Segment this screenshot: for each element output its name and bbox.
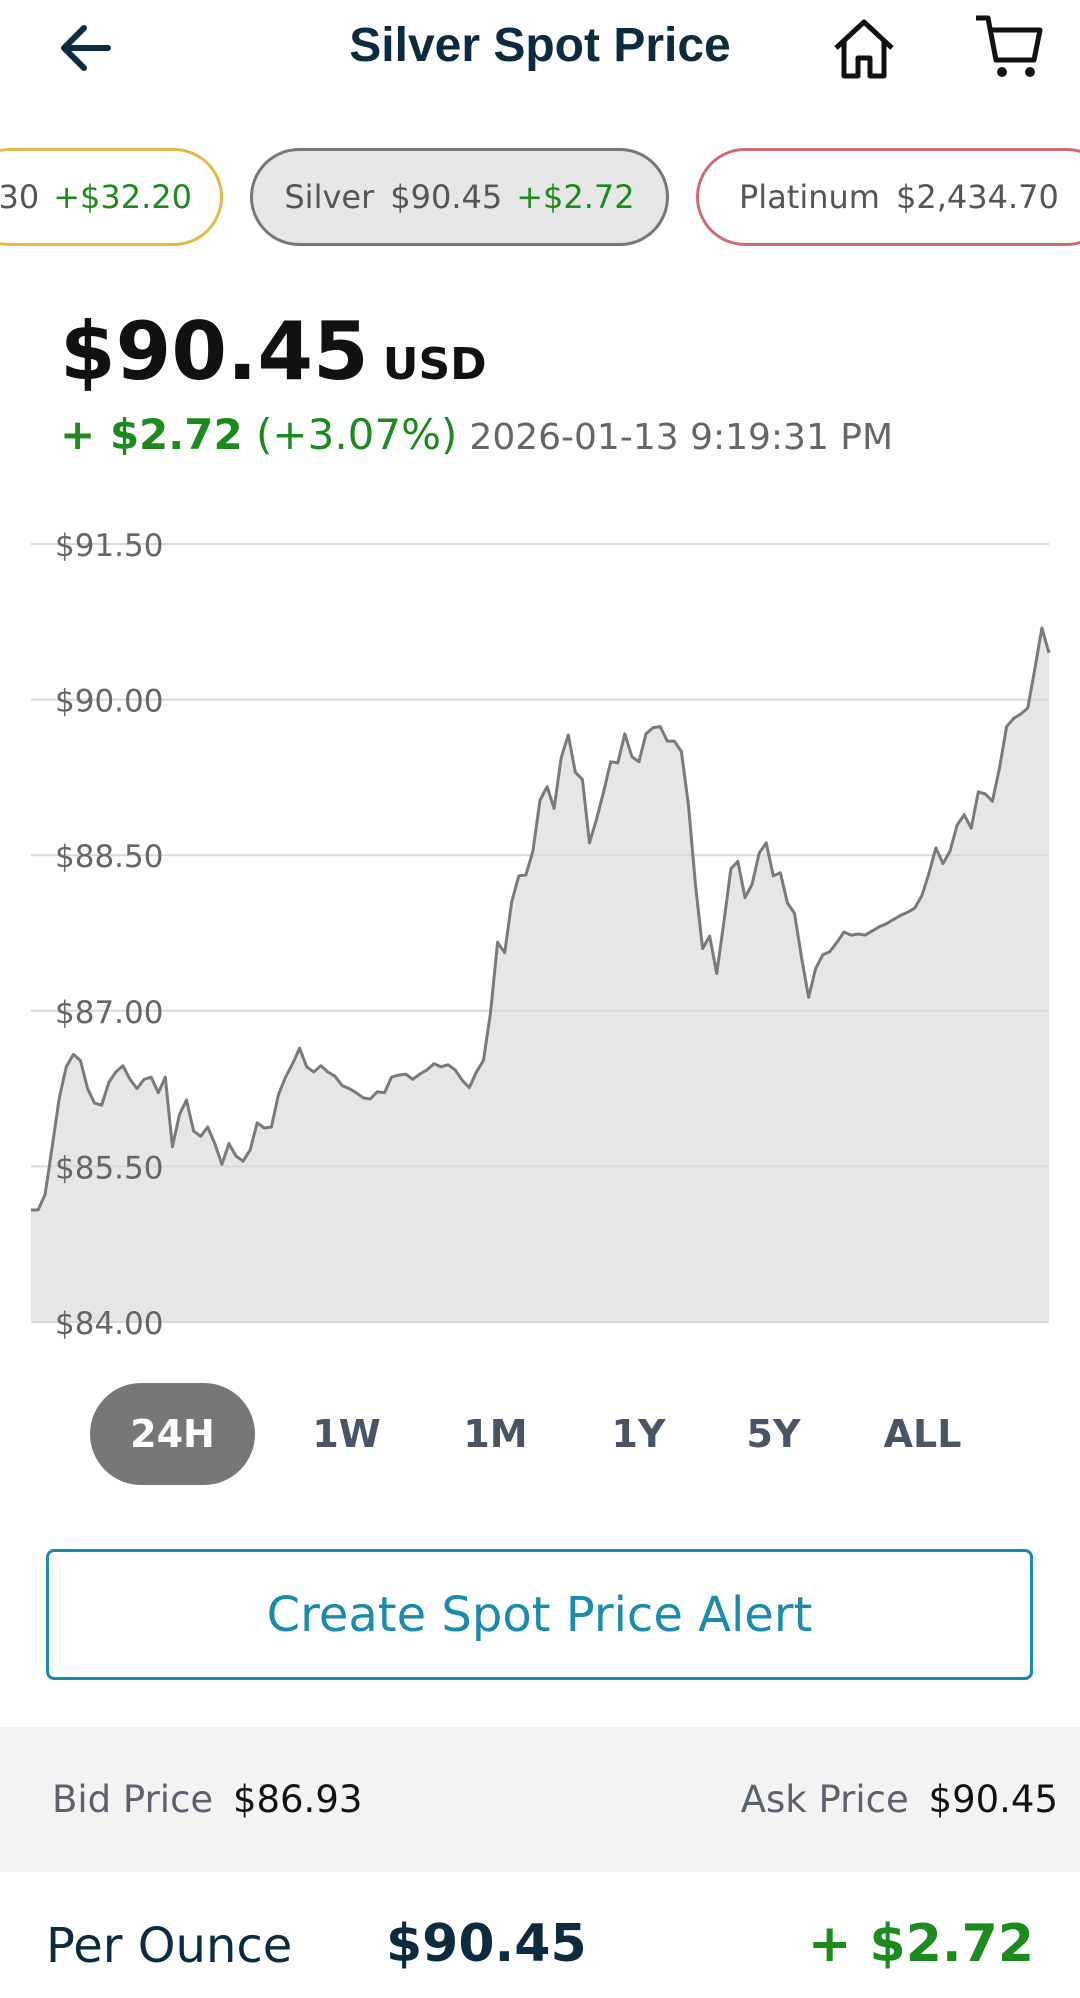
home-button[interactable] <box>830 16 898 80</box>
page-title: Silver Spot Price <box>349 19 731 72</box>
y-tick-label: $85.50 <box>55 1150 163 1186</box>
ticker-chip[interactable]: .30 +$32.20 <box>0 148 223 246</box>
bid-value: $86.93 <box>232 1778 363 1821</box>
quote-price: $90.45 <box>60 305 369 398</box>
y-tick-label: $87.00 <box>55 995 163 1031</box>
quote-timestamp: 2026-01-13 9:19:31 PM <box>469 417 894 458</box>
ticker-chip[interactable]: Silver $90.45 +$2.72 <box>250 148 669 246</box>
per-ounce-label: Per Ounce <box>46 1918 293 1974</box>
quote-currency: USD <box>382 339 487 390</box>
ask-value: $90.45 <box>928 1778 1058 1821</box>
alert-button[interactable]: Create Spot Price Alert <box>46 1549 1033 1680</box>
y-tick-label: $91.50 <box>55 528 163 564</box>
ticker-change: +$32.20 <box>53 178 192 216</box>
ticker-change: +$2.72 <box>516 178 635 216</box>
range-option[interactable]: ALL <box>883 1412 962 1456</box>
y-tick-label: $88.50 <box>55 839 163 875</box>
quote-change-pct: (+3.07%) <box>256 410 458 459</box>
back-button[interactable] <box>56 22 116 74</box>
y-tick-label: $84.00 <box>55 1306 163 1342</box>
ticker-price: $2,434.70 <box>895 178 1059 216</box>
per-ounce-price: $90.45 <box>386 1914 587 1974</box>
price-line <box>31 626 1051 1212</box>
quote-change: + $2.72 <box>60 410 243 459</box>
range-option[interactable]: 1Y <box>611 1412 666 1456</box>
ask-label: Ask Price <box>740 1778 909 1821</box>
bid-label: Bid Price <box>52 1778 214 1821</box>
cart-button[interactable] <box>972 12 1044 82</box>
ticker-name: Platinum <box>739 178 880 216</box>
ticker-price: $90.45 <box>390 178 503 216</box>
area-fill <box>31 628 1049 1322</box>
ticker-chip[interactable]: Platinum $2,434.70 <box>696 148 1080 246</box>
y-tick-label: $90.00 <box>55 684 163 720</box>
range-option[interactable]: 1M <box>463 1412 528 1456</box>
range-option[interactable]: 24H <box>90 1383 255 1485</box>
ask: Ask Price $90.45 <box>741 1778 1058 1821</box>
chart: $84.00 $85.50 $87.00 $88.50 $90.00 $91.50 <box>31 528 1051 1342</box>
range-option[interactable]: 5Y <box>746 1412 801 1456</box>
per-ounce-change: + $2.72 <box>807 1914 1034 1974</box>
range-option[interactable]: 1W <box>312 1412 381 1456</box>
ticker-name: Silver <box>284 178 375 216</box>
bid-ask-band <box>0 1727 1080 1872</box>
bid: Bid Price $86.93 <box>52 1778 362 1821</box>
quote: $90.45 USD <box>60 305 487 398</box>
ticker-price: .30 <box>0 178 40 216</box>
quote-change-row: + $2.72 (+3.07%) 2026-01-13 9:19:31 PM <box>60 410 893 459</box>
